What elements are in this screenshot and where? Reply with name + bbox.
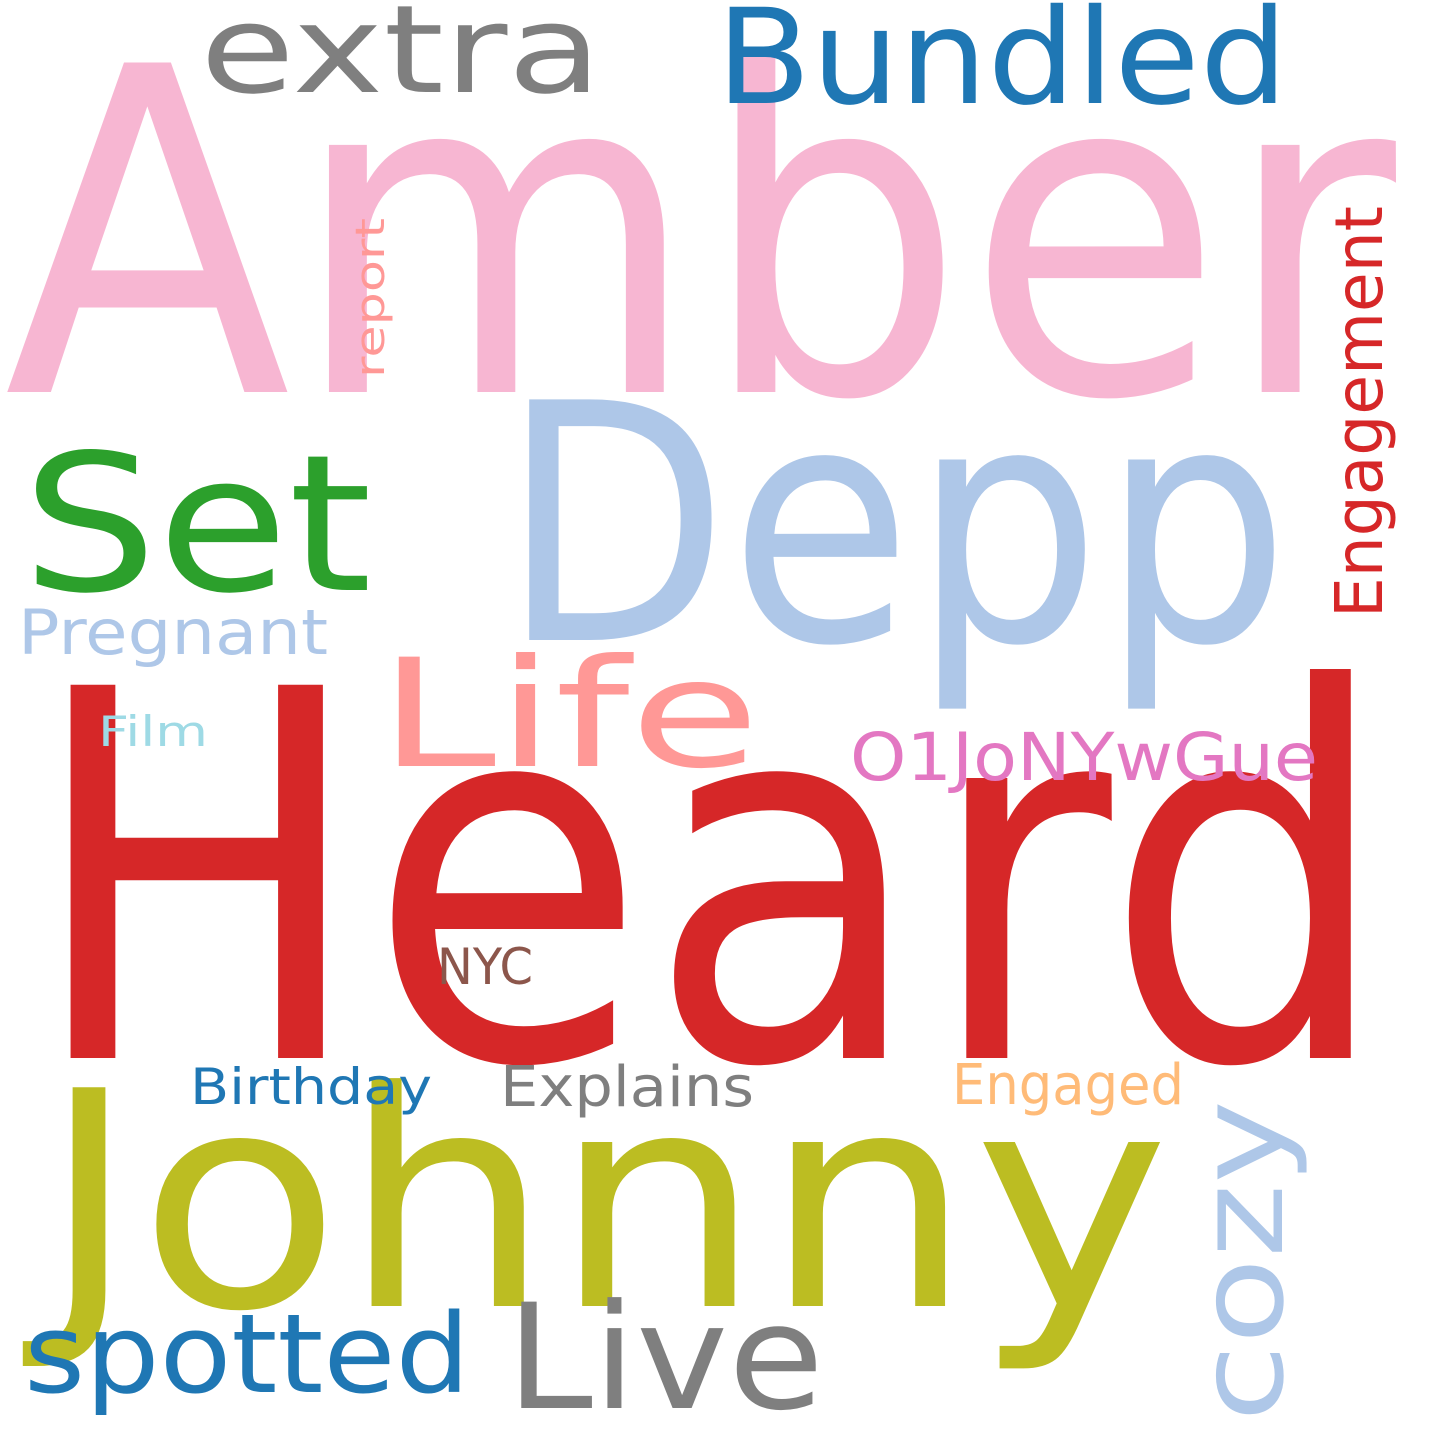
word-depp: Depp xyxy=(500,334,1290,718)
word-cozy: cozy xyxy=(1172,1100,1310,1422)
word-birthday: Birthday xyxy=(190,1058,432,1116)
word-live: Live xyxy=(506,1273,824,1440)
word-johnny: Johnny xyxy=(19,1028,1170,1377)
word-bundled: Bundled xyxy=(716,0,1288,135)
word-heard: Heard xyxy=(26,583,1392,1179)
word-pregnant: Pregnant xyxy=(18,596,328,669)
word-spotted: spotted xyxy=(24,1290,470,1418)
word-set: Set xyxy=(22,414,372,635)
word-o1jonywgue: O1JoNYwGue xyxy=(850,719,1318,796)
word-amber: Amber xyxy=(4,0,1401,499)
word-film: Film xyxy=(98,707,208,756)
word-extra: extra xyxy=(200,0,602,121)
word-engaged: Engaged xyxy=(952,1053,1184,1118)
word-engagement: Engagement xyxy=(1321,206,1398,618)
word-life: Life xyxy=(378,628,760,802)
word-report: report xyxy=(348,218,394,378)
word-explains: Explains xyxy=(500,1055,754,1120)
word-nyc: NYC xyxy=(437,938,533,996)
